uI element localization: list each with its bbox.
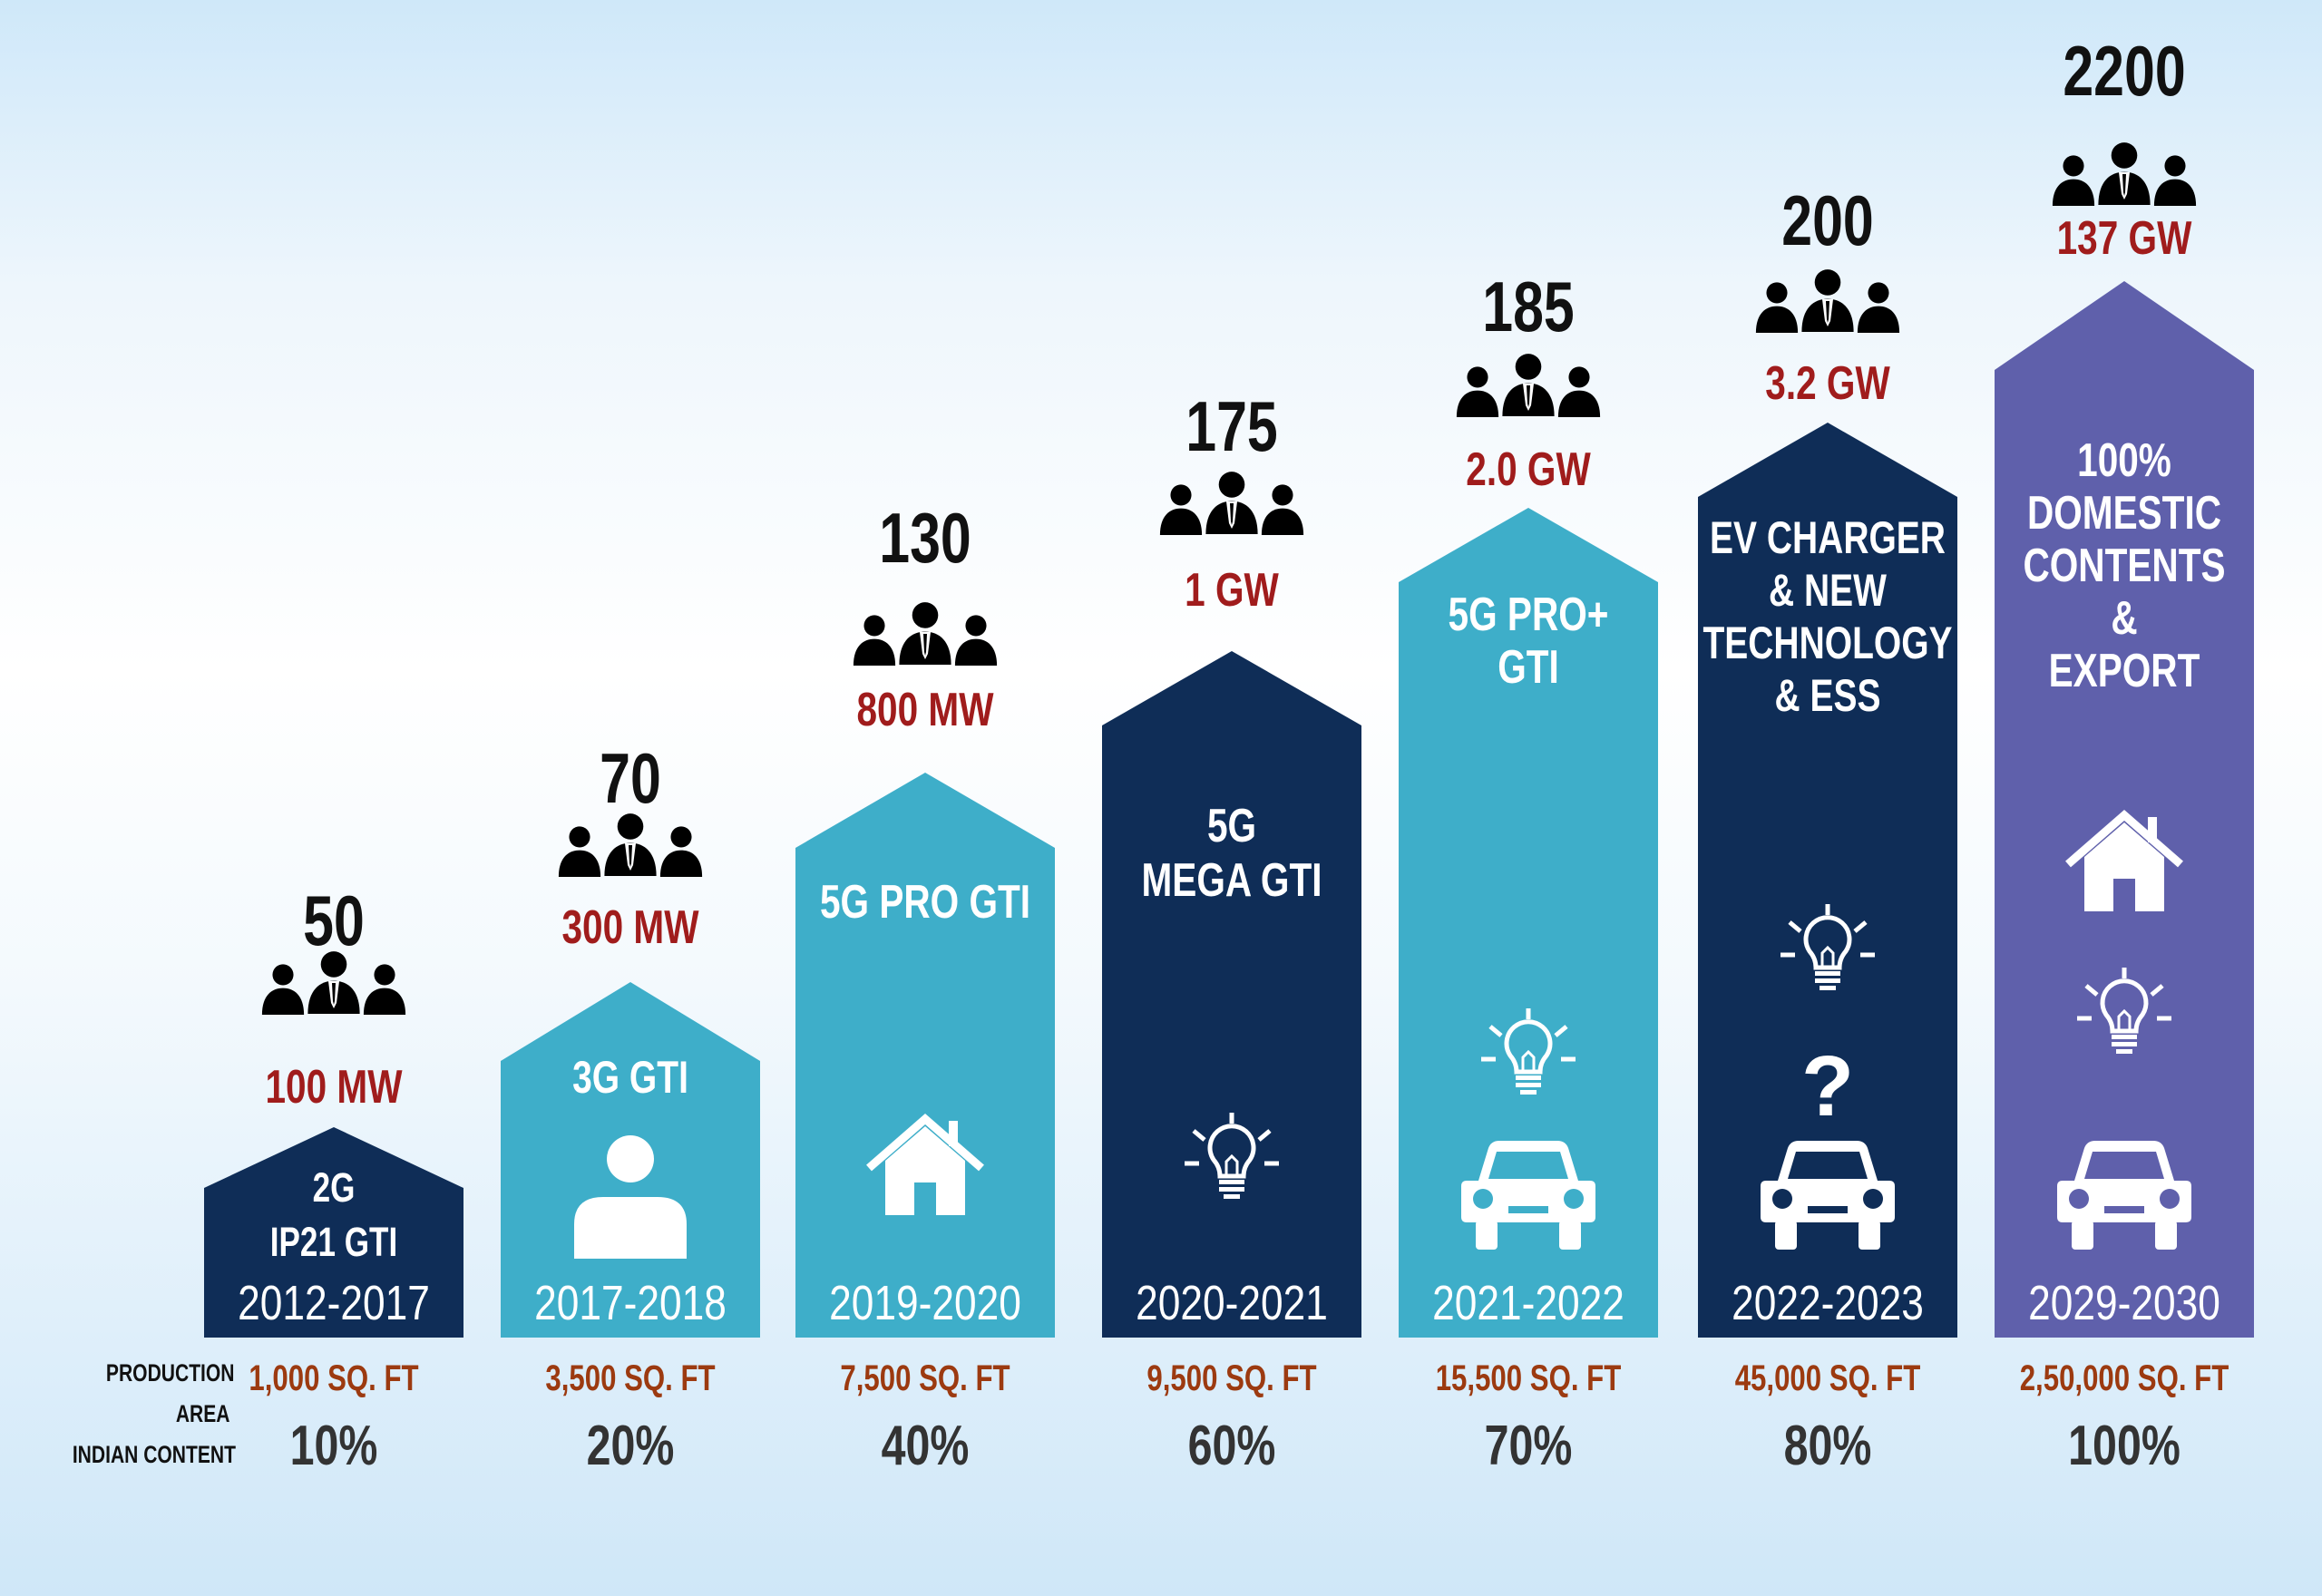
bulb-icon: [1781, 904, 1875, 990]
capacity-label: 1 GW: [1185, 563, 1279, 616]
year-label: 2021-2022: [1432, 1276, 1624, 1330]
product-line-label: CONTENTS: [2023, 539, 2225, 591]
bulb-icon: [1185, 1113, 1279, 1199]
product-line-label: & NEW: [1769, 564, 1888, 616]
people-icon: [559, 813, 702, 877]
indian-content-label: 20%: [587, 1414, 675, 1476]
product-line-label: &: [2111, 591, 2137, 644]
product-line-label: TECHNOLOGY: [1702, 617, 1952, 668]
indian-content-label: 40%: [882, 1414, 970, 1476]
car-icon: [1461, 1141, 1595, 1250]
product-line-label: GTI: [1498, 640, 1559, 693]
capacity-label: 100 MW: [266, 1060, 403, 1113]
employee-count-label: 130: [879, 499, 971, 578]
capacity-label: 137 GW: [2057, 211, 2192, 264]
svg-text:?: ?: [1801, 1038, 1854, 1134]
product-line-label: & ESS: [1774, 669, 1880, 721]
product-line-label: 5G: [1207, 799, 1256, 852]
production-area-label: 7,500 SQ. FT: [840, 1358, 1010, 1398]
row-label-production: PRODUCTION: [105, 1359, 234, 1387]
capacity-label: 3.2 GW: [1765, 356, 1889, 409]
bulb-icon: [1481, 1008, 1576, 1095]
people-icon: [1756, 269, 1899, 333]
production-area-label: 45,000 SQ. FT: [1735, 1358, 1921, 1398]
people-icon: [854, 602, 997, 666]
employee-count-label: 2200: [2063, 32, 2185, 111]
car-icon: [2057, 1141, 2191, 1250]
bar-2012-2017: [204, 1127, 463, 1338]
employee-count-label: 70: [600, 739, 661, 818]
employee-count-label: 200: [1781, 181, 1874, 260]
employee-count-label: 185: [1482, 268, 1575, 346]
people-icon: [2053, 142, 2196, 206]
year-label: 2020-2021: [1136, 1276, 1328, 1330]
indian-content-label: 80%: [1784, 1414, 1872, 1476]
people-icon: [262, 951, 405, 1015]
product-line-label: DOMESTIC: [2027, 486, 2221, 539]
production-area-label: 2,50,000 SQ. FT: [2020, 1358, 2229, 1398]
bar-2020-2021: [1102, 651, 1361, 1338]
product-line-label: 3G GTI: [572, 1051, 688, 1103]
product-line-label: 100%: [2077, 433, 2171, 486]
product-line-label: 5G PRO GTI: [820, 875, 1030, 928]
year-label: 2019-2020: [829, 1276, 1021, 1330]
capacity-label: 800 MW: [857, 683, 994, 735]
product-line-label: MEGA GTI: [1141, 853, 1322, 906]
bar-2022-2023: [1698, 423, 1957, 1338]
bulb-icon: [2077, 968, 2171, 1054]
product-line-label: 5G PRO+: [1449, 588, 1609, 640]
people-icon: [1160, 472, 1303, 535]
row-label-area: AREA: [176, 1400, 230, 1427]
people-icon: [1457, 354, 1600, 417]
employee-count-label: 50: [303, 881, 365, 960]
production-area-label: 15,500 SQ. FT: [1436, 1358, 1622, 1398]
employee-count-label: 175: [1185, 387, 1278, 466]
bar-2019-2020: [795, 773, 1055, 1338]
capacity-label: 2.0 GW: [1466, 443, 1590, 495]
year-label: 2012-2017: [238, 1276, 430, 1330]
indian-content-label: 70%: [1485, 1414, 1573, 1476]
car-icon: [1761, 1141, 1895, 1250]
production-area-label: 1,000 SQ. FT: [249, 1358, 418, 1398]
home-icon: [2065, 810, 2183, 911]
product-line-label: 2G: [313, 1164, 356, 1211]
home-icon: [866, 1114, 984, 1215]
product-line-label: EXPORT: [2049, 644, 2200, 696]
question-icon: ?: [1801, 1038, 1854, 1134]
row-label-indian-content: INDIAN CONTENT: [72, 1441, 236, 1468]
capacity-label: 300 MW: [562, 900, 699, 953]
indian-content-label: 100%: [2068, 1414, 2181, 1476]
production-area-label: 3,500 SQ. FT: [545, 1358, 715, 1398]
year-label: 2022-2023: [1732, 1276, 1924, 1330]
person-icon: [574, 1135, 687, 1259]
product-line-label: EV CHARGER: [1710, 511, 1946, 563]
indian-content-label: 10%: [290, 1414, 378, 1476]
year-label: 2029-2030: [2028, 1276, 2220, 1330]
product-line-label: IP21 GTI: [270, 1219, 397, 1265]
indian-content-label: 60%: [1188, 1414, 1276, 1476]
year-label: 2017-2018: [534, 1276, 727, 1330]
bar-2029-2030: [1995, 281, 2254, 1338]
production-area-label: 9,500 SQ. FT: [1146, 1358, 1316, 1398]
bar-2021-2022: [1399, 508, 1658, 1338]
